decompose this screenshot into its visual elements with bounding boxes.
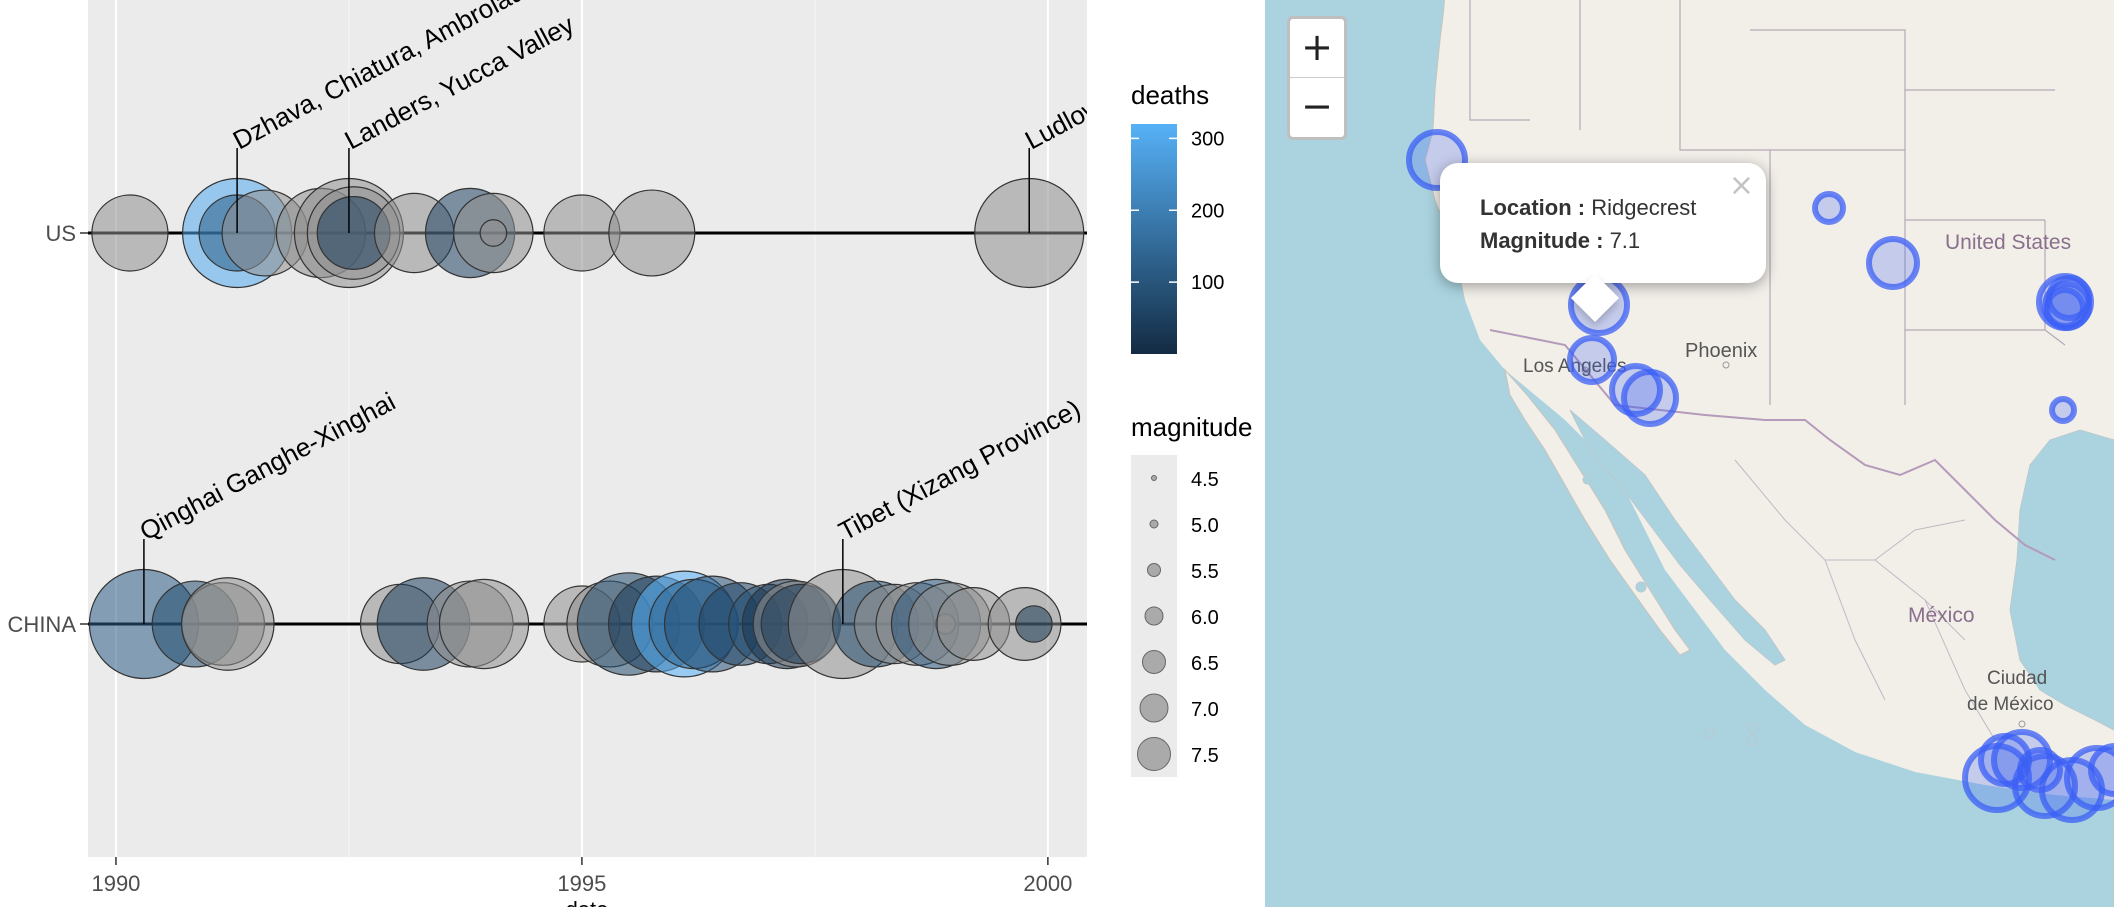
magnitude-key-label: 4.5 — [1191, 469, 1219, 491]
leaflet-map[interactable]: United States Phoenix Los Angeles México… — [1265, 0, 2114, 907]
magnitude-key-label: 6.0 — [1191, 607, 1219, 629]
magnitude-key-circle — [1144, 606, 1164, 626]
label-united-states: United States — [1945, 231, 2071, 254]
label-los-angeles: Los Angeles — [1523, 356, 1627, 377]
popup-magnitude-row: Magnitude : 7.1 — [1480, 224, 1746, 257]
earthquake-marker — [2044, 287, 2086, 329]
magnitude-key-circle — [1147, 563, 1161, 577]
magnitude-key-label: 5.5 — [1191, 561, 1219, 583]
mexico-state-borders — [1734, 459, 1996, 741]
phoenix-dot — [1722, 361, 1730, 369]
magnitude-key-label: 7.5 — [1191, 745, 1219, 767]
mexico-city-dot — [2018, 720, 2026, 728]
deaths-legend-title: deaths — [1131, 80, 1209, 110]
earthquake-point — [180, 577, 275, 671]
earthquake-marker — [2017, 747, 2063, 793]
earthquake-marker — [2049, 396, 2077, 424]
data-points — [88, 177, 1085, 680]
island — [1747, 722, 1759, 734]
magnitude-key-label: 7.0 — [1191, 699, 1219, 721]
popup-location-value: Ridgecrest — [1591, 195, 1697, 220]
popup-magnitude-label: Magnitude : — [1480, 228, 1604, 253]
earthquake-point — [608, 189, 696, 277]
x-tick-label: 1995 — [557, 871, 606, 896]
colorbar-tick-label: 200 — [1191, 200, 1224, 222]
gulf-of-california — [1569, 409, 1786, 666]
island — [1582, 475, 1592, 485]
grid-lines — [114, 0, 1049, 857]
y-tick-label: CHINA — [8, 612, 77, 637]
island — [1746, 734, 1758, 746]
popup-location-row: Location : Ridgecrest — [1480, 191, 1746, 224]
x-axis: 1990 1995 2000 — [91, 857, 1072, 896]
magnitude-key-label: 5.0 — [1191, 515, 1219, 537]
earthquake-point — [479, 219, 508, 247]
popup-magnitude-value: 7.1 — [1609, 228, 1641, 253]
x-axis-title: date — [566, 897, 609, 907]
deaths-legend: deaths 100 200 300 — [1131, 80, 1224, 354]
label-mexico-city-2: de México — [1967, 694, 2054, 715]
earthquake-marker — [1621, 369, 1679, 427]
los-angeles-dot — [1581, 366, 1589, 374]
earthquake-marker — [2088, 743, 2114, 797]
magnitude-legend-title: magnitude — [1131, 412, 1252, 442]
earthquake-point — [1015, 605, 1053, 643]
zoom-in-button[interactable]: + — [1301, 25, 1333, 69]
zoom-control: + − — [1287, 16, 1347, 140]
ggplot-chart-panel: Dzhava, Chiatura, Ambrolauri Landers, Yuc… — [0, 0, 1253, 907]
earthquake-marker — [1978, 733, 2032, 787]
label-mexico: México — [1908, 604, 1975, 627]
earthquake-marker — [1567, 335, 1617, 385]
map-tiles: United States Phoenix Los Angeles México… — [1406, 0, 2114, 907]
popup-location-label: Location : — [1480, 195, 1586, 220]
island — [1704, 727, 1716, 739]
magnitude-legend: magnitude 4.5 5.0 5.5 6.0 6.5 7.0 7.5 — [1131, 412, 1252, 777]
earthquake-marker — [1812, 191, 1846, 225]
us-mexico-border — [1489, 329, 2056, 561]
y-axis: US CHINA — [8, 221, 88, 637]
island — [1635, 581, 1647, 593]
marker-popup: × Location : Ridgecrest Magnitude : 7.1 — [1440, 163, 1766, 323]
y-tick-label: US — [45, 221, 76, 246]
x-tick-label: 1990 — [91, 871, 140, 896]
popup-close-button[interactable]: × — [1728, 168, 1754, 203]
deaths-colorbar — [1131, 124, 1177, 354]
label-mexico-city-1: Ciudad — [1987, 668, 2047, 689]
magnitude-key-circle — [1151, 475, 1157, 481]
state-borders — [1469, 0, 2066, 405]
magnitude-key-circle — [1139, 693, 1169, 723]
earthquake-point — [438, 578, 530, 670]
magnitude-key-circle — [1137, 737, 1171, 771]
label-phoenix: Phoenix — [1685, 340, 1757, 362]
gulf-of-mexico — [2009, 429, 2114, 731]
panel-mask-left — [0, 0, 88, 907]
magnitude-key-circle — [1142, 650, 1166, 674]
zoom-out-button[interactable]: − — [1290, 77, 1344, 136]
magnitude-key-circle — [1149, 519, 1159, 529]
earthquake-marker — [1866, 236, 1920, 290]
colorbar-tick-label: 100 — [1191, 272, 1224, 294]
magnitude-key-label: 6.5 — [1191, 653, 1219, 675]
earthquake-point — [91, 194, 169, 272]
x-tick-label: 2000 — [1023, 871, 1072, 896]
colorbar-tick-label: 300 — [1191, 128, 1224, 150]
plot-background — [88, 0, 1087, 857]
